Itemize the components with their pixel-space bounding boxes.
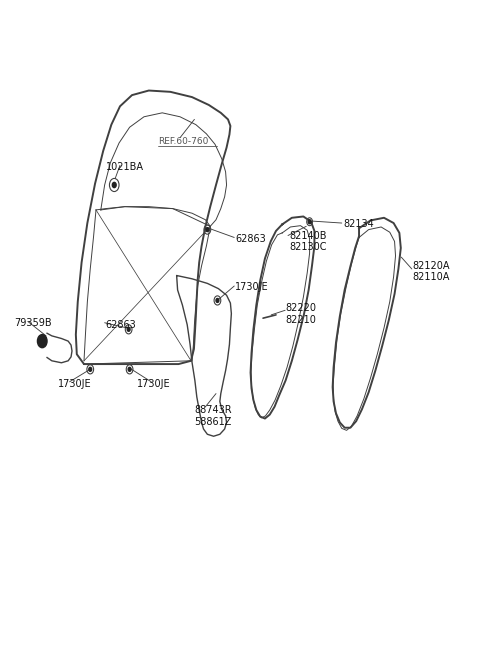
Circle shape [37, 335, 47, 348]
Text: 62863: 62863 [106, 319, 136, 330]
Text: 82220: 82220 [286, 303, 317, 314]
Text: 82110A: 82110A [413, 272, 450, 283]
Text: 58861Z: 58861Z [194, 417, 232, 427]
Text: 1730JE: 1730JE [235, 282, 269, 293]
Text: 1021BA: 1021BA [106, 162, 144, 173]
Circle shape [206, 228, 209, 232]
Text: 82130C: 82130C [289, 242, 327, 253]
Text: 82140B: 82140B [289, 230, 327, 241]
Circle shape [89, 367, 92, 371]
Text: 1730JE: 1730JE [58, 379, 91, 389]
Circle shape [308, 220, 311, 224]
Text: 88743R: 88743R [194, 405, 232, 415]
Circle shape [127, 327, 130, 331]
Circle shape [216, 298, 219, 302]
Text: 79359B: 79359B [14, 318, 52, 328]
Text: 82210: 82210 [286, 315, 316, 325]
Text: 1730JE: 1730JE [137, 379, 170, 389]
Circle shape [112, 182, 116, 188]
Text: 82120A: 82120A [413, 260, 450, 271]
Text: REF.60-760: REF.60-760 [158, 136, 209, 146]
Circle shape [128, 367, 131, 371]
Text: 82134: 82134 [343, 219, 374, 230]
Text: 62863: 62863 [235, 234, 266, 245]
